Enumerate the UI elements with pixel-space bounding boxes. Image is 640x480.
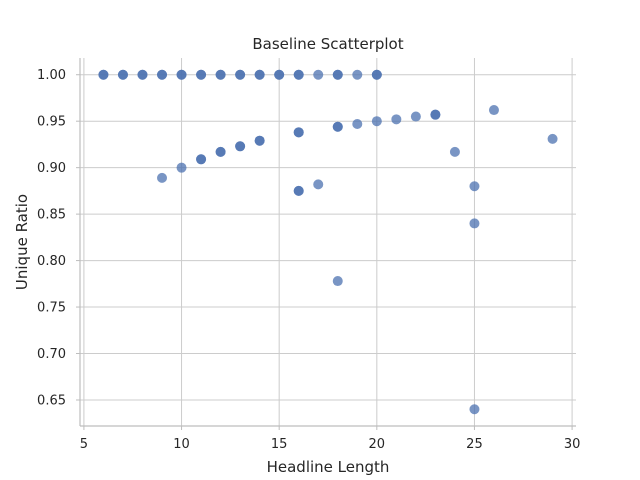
data-point — [469, 218, 480, 229]
data-point — [157, 172, 168, 183]
data-point — [196, 69, 207, 80]
data-point — [117, 69, 128, 80]
data-point — [488, 105, 499, 116]
data-point — [332, 69, 343, 80]
data-point — [254, 69, 265, 80]
data-point — [293, 69, 304, 80]
y-tick-label: 0.90 — [37, 161, 66, 176]
data-point — [293, 127, 304, 138]
axes-spines — [79, 58, 576, 427]
data-points — [98, 69, 558, 415]
data-point — [332, 121, 343, 132]
data-point — [469, 181, 480, 192]
data-point — [196, 154, 207, 165]
data-point — [352, 118, 363, 129]
data-point — [215, 146, 226, 157]
x-tick-label: 15 — [271, 437, 288, 452]
data-point — [176, 162, 187, 173]
data-point — [98, 69, 109, 80]
data-point — [254, 135, 265, 146]
data-point — [371, 116, 382, 127]
data-point — [391, 114, 402, 125]
grid-lines — [80, 58, 576, 426]
chart-title: Baseline Scatterplot — [252, 35, 403, 53]
y-tick-label: 1.00 — [37, 68, 66, 83]
data-point — [215, 69, 226, 80]
data-point — [176, 69, 187, 80]
data-point — [371, 69, 382, 80]
x-tick-label: 5 — [80, 437, 88, 452]
x-tick-label: 10 — [173, 437, 190, 452]
y-tick-label: 0.95 — [37, 115, 66, 130]
x-tick-label: 20 — [369, 437, 386, 452]
data-point — [313, 69, 324, 80]
x-tick-label: 25 — [466, 437, 483, 452]
data-point — [352, 69, 363, 80]
data-point — [235, 69, 246, 80]
x-axis-label: Headline Length — [267, 458, 390, 476]
data-point — [274, 69, 285, 80]
y-tick-label: 0.80 — [37, 254, 66, 269]
y-tick-label: 0.85 — [37, 208, 66, 223]
tick-labels: 5 10 15 20 25 30 0.65 0.70 0.75 0.80 0.85 0.90 0.95 1… — [37, 68, 580, 452]
data-point — [235, 141, 246, 152]
data-point — [469, 404, 480, 415]
y-axis-label: Unique Ratio — [13, 194, 31, 290]
y-tick-label: 0.65 — [37, 393, 66, 408]
data-point — [313, 179, 324, 190]
data-point — [430, 109, 441, 120]
y-tick-label: 0.70 — [37, 347, 66, 362]
data-point — [332, 276, 343, 287]
data-point — [410, 111, 421, 122]
x-tick-label: 30 — [564, 437, 581, 452]
data-point — [293, 185, 304, 196]
data-point — [157, 69, 168, 80]
y-tick-label: 0.75 — [37, 301, 66, 316]
data-point — [137, 69, 148, 80]
data-point — [547, 133, 558, 144]
data-point — [449, 146, 460, 157]
